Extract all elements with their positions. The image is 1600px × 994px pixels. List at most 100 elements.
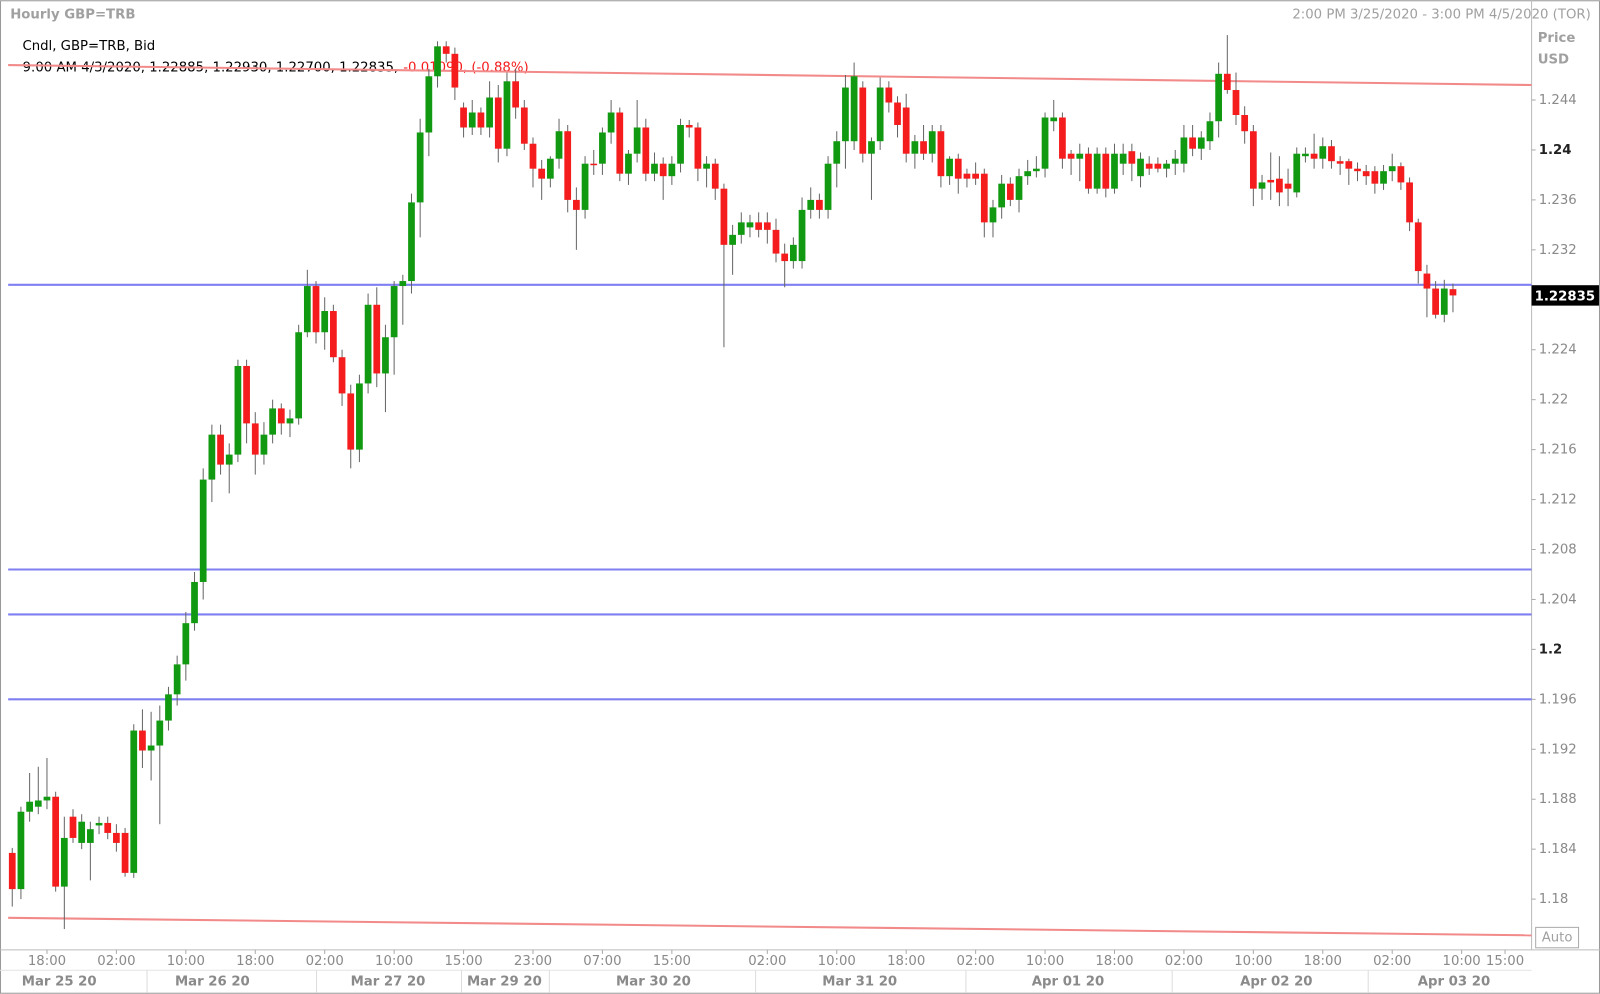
candle-body bbox=[503, 81, 511, 149]
candle-body bbox=[338, 357, 346, 394]
candle-body bbox=[1067, 153, 1075, 159]
candle-body bbox=[928, 131, 936, 154]
candle-body bbox=[937, 131, 945, 177]
candle-body bbox=[434, 46, 441, 77]
candle-body bbox=[746, 222, 754, 228]
candle-body bbox=[330, 311, 337, 358]
y-tick-label: 1.24 bbox=[1539, 143, 1572, 158]
candle-body bbox=[1119, 153, 1127, 164]
x-tick-label: 02:00 bbox=[1373, 954, 1411, 969]
date-label: Apr 02 20 bbox=[1240, 974, 1312, 989]
x-tick-label: 10:00 bbox=[1026, 954, 1064, 969]
x-tick-label: 18:00 bbox=[1095, 954, 1133, 969]
x-tick-label: 23:00 bbox=[514, 954, 552, 969]
candle-body bbox=[1371, 171, 1379, 184]
candle-body bbox=[1449, 289, 1457, 296]
candle-body bbox=[225, 454, 233, 465]
candle-body bbox=[1302, 153, 1309, 157]
candle-body bbox=[824, 163, 832, 210]
x-tick-label: 02:00 bbox=[97, 954, 135, 969]
candle-body bbox=[1241, 114, 1249, 132]
candle-body bbox=[581, 163, 589, 210]
auto-button[interactable] bbox=[1535, 926, 1580, 949]
candle-body bbox=[1180, 137, 1188, 164]
auto-label[interactable]: Auto bbox=[1542, 931, 1573, 946]
candle-body bbox=[364, 304, 372, 384]
candle-body bbox=[1284, 183, 1292, 189]
date-label: Apr 01 20 bbox=[1032, 974, 1104, 989]
candle-body bbox=[356, 383, 363, 450]
y-tick-label: 1.236 bbox=[1539, 193, 1577, 208]
candle-body bbox=[1388, 166, 1396, 172]
candle-body bbox=[1293, 153, 1301, 193]
candle-body bbox=[8, 852, 16, 890]
candle-body bbox=[1102, 153, 1110, 189]
x-tick-label: 02:00 bbox=[957, 954, 995, 969]
candle-body bbox=[1154, 163, 1162, 169]
candle-body bbox=[251, 423, 259, 455]
candle-body bbox=[555, 131, 563, 159]
candle-body bbox=[17, 811, 25, 890]
candle-body bbox=[651, 163, 658, 174]
candle-body bbox=[677, 124, 684, 164]
y-axis-label: USD bbox=[1538, 52, 1569, 67]
candle-body bbox=[1197, 137, 1205, 149]
candle-body bbox=[1362, 171, 1370, 177]
candle-body bbox=[191, 581, 198, 624]
y-tick-label: 1.244 bbox=[1539, 93, 1577, 108]
candle-body bbox=[1232, 90, 1240, 115]
candle-body bbox=[607, 112, 615, 133]
candle-body bbox=[156, 720, 164, 746]
date-label: Mar 27 20 bbox=[351, 974, 426, 989]
candle-body bbox=[807, 199, 815, 210]
candle-body bbox=[989, 207, 997, 223]
candle-body bbox=[60, 837, 68, 887]
candle-body bbox=[755, 222, 763, 230]
candle-body bbox=[208, 434, 216, 480]
candle-body bbox=[633, 127, 641, 154]
candle-body bbox=[954, 158, 962, 179]
candle-body bbox=[816, 199, 823, 210]
candle-body bbox=[703, 163, 710, 169]
candle-body bbox=[286, 418, 294, 424]
candle-body bbox=[781, 253, 789, 262]
candle-body bbox=[113, 832, 120, 843]
x-tick-label: 18:00 bbox=[1304, 954, 1342, 969]
candle-body bbox=[442, 46, 450, 54]
y-tick-label: 1.212 bbox=[1539, 493, 1577, 508]
candle-body bbox=[243, 365, 250, 424]
candle-body bbox=[789, 244, 797, 262]
legend-title: Cndl, GBP=TRB, Bid bbox=[22, 39, 155, 54]
candle-body bbox=[1423, 273, 1431, 289]
candle-body bbox=[295, 332, 303, 419]
candle-body bbox=[642, 127, 650, 174]
x-tick-label: 10:00 bbox=[167, 954, 205, 969]
candle-body bbox=[382, 337, 389, 374]
x-tick-label: 15:00 bbox=[444, 954, 482, 969]
candle-body bbox=[1050, 117, 1058, 122]
candle-body bbox=[1432, 288, 1439, 315]
candle-body bbox=[52, 796, 60, 887]
candle-body bbox=[173, 664, 181, 695]
candle-body bbox=[425, 76, 433, 133]
y-axis-label: Price bbox=[1538, 31, 1576, 46]
candle-body bbox=[147, 745, 155, 751]
candle-body bbox=[408, 202, 415, 282]
candle-body bbox=[850, 76, 858, 142]
date-label: Mar 30 20 bbox=[616, 974, 691, 989]
candle-body bbox=[512, 81, 520, 108]
candle-body bbox=[468, 112, 476, 128]
candle-body bbox=[1076, 153, 1084, 159]
x-tick-label: 02:00 bbox=[306, 954, 344, 969]
candle-body bbox=[729, 234, 736, 245]
candle-body bbox=[460, 107, 467, 128]
y-tick-label: 1.188 bbox=[1539, 792, 1577, 807]
x-tick-label: 02:00 bbox=[748, 954, 786, 969]
candle-body bbox=[711, 163, 719, 189]
candle-body bbox=[78, 821, 86, 843]
candle-body bbox=[685, 124, 693, 128]
candle-body bbox=[1354, 168, 1361, 172]
candle-body bbox=[946, 158, 953, 177]
